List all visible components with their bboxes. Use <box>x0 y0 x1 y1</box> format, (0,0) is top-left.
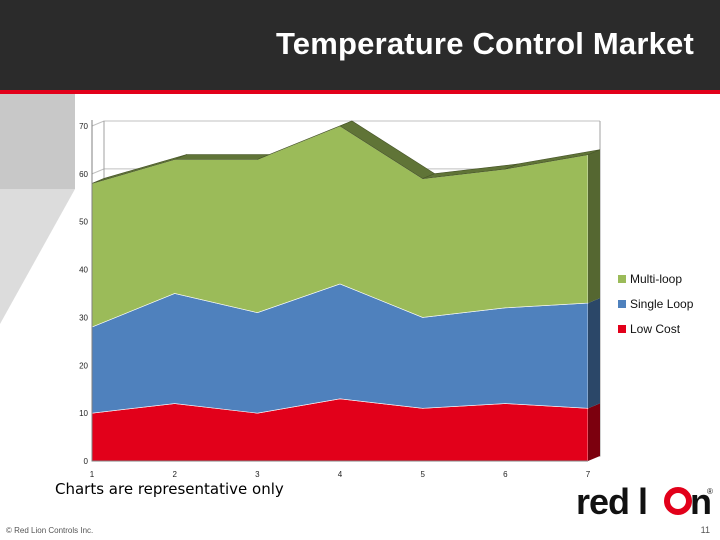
svg-text:red l: red l <box>576 481 647 522</box>
red-lion-logo: red l n ® <box>576 481 713 522</box>
x-tick-label-3: 3 <box>255 470 260 479</box>
page-number: 11 <box>700 525 710 535</box>
x-tick-labels: 1 2 3 4 5 6 7 <box>90 470 591 479</box>
area-side-single-loop <box>588 298 600 409</box>
area-layer <box>91 120 601 462</box>
svg-text:n: n <box>690 481 712 522</box>
legend-item-multi-loop: Multi-loop <box>618 266 693 291</box>
disclaimer-note: Charts are representative only <box>55 480 284 498</box>
x-tick-label-5: 5 <box>420 470 425 479</box>
legend-item-low-cost: Low Cost <box>618 316 693 341</box>
y-tick-label-30: 30 <box>79 313 88 322</box>
legend-label-low-cost: Low Cost <box>630 321 681 336</box>
slide-header: Temperature Control Market <box>0 0 720 92</box>
area-side-multi-loop <box>588 149 600 304</box>
x-tick-label-2: 2 <box>172 470 177 479</box>
y-tick-label-70: 70 <box>79 122 88 131</box>
decorative-shapes <box>0 94 75 324</box>
legend-label-single-loop: Single Loop <box>630 296 694 311</box>
copyright-text: © Red Lion Controls Inc. <box>6 526 94 535</box>
header-accent-rule <box>0 90 720 94</box>
y-tick-label-60: 60 <box>79 170 88 179</box>
area-low-cost <box>91 398 589 462</box>
y-tick-label-20: 20 <box>79 361 88 370</box>
y-tick-label-50: 50 <box>79 218 88 227</box>
x-tick-label-7: 7 <box>586 470 591 479</box>
legend-item-single-loop: Single Loop <box>618 291 693 316</box>
y-tick-labels: 0 10 20 30 40 50 60 70 <box>79 122 88 466</box>
slide-title: Temperature Control Market <box>275 26 694 61</box>
y-tick-label-10: 10 <box>79 409 88 418</box>
area-side-low-cost <box>588 403 600 461</box>
area-top-multi-loop-2 <box>174 154 270 160</box>
legend-swatch-low-cost <box>618 324 626 333</box>
legend-swatch-multi-loop <box>618 274 626 283</box>
x-tick-label-1: 1 <box>90 470 95 479</box>
chart-axes <box>91 120 588 462</box>
legend-swatch-single-loop <box>618 299 626 308</box>
chart-legend: Multi-loop Single Loop Low Cost <box>618 266 693 341</box>
area-top-multi-loop-6 <box>505 149 601 170</box>
y-tick-label-40: 40 <box>79 266 88 275</box>
x-tick-label-4: 4 <box>338 470 343 479</box>
legend-label-multi-loop: Multi-loop <box>630 271 683 286</box>
x-tick-label-6: 6 <box>503 470 508 479</box>
svg-text:®: ® <box>707 487 713 496</box>
y-tick-label-0: 0 <box>84 457 89 466</box>
